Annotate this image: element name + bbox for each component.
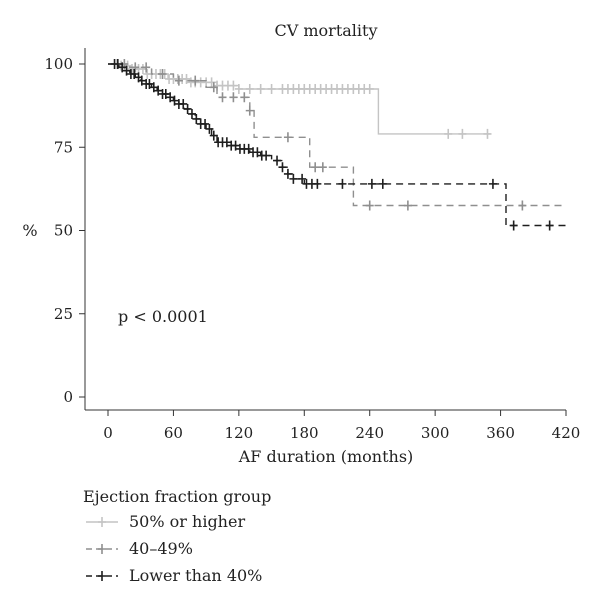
censor-mark bbox=[209, 130, 218, 141]
x-tick-label: 0 bbox=[103, 424, 113, 442]
y-tick-label: 0 bbox=[63, 388, 73, 406]
censor-mark bbox=[518, 200, 527, 211]
chart-title: CV mortality bbox=[274, 21, 377, 40]
censor-mark bbox=[488, 178, 497, 189]
censor-mark bbox=[145, 78, 154, 89]
censor-mark bbox=[118, 62, 127, 73]
censor-mark bbox=[201, 118, 210, 129]
censor-mark bbox=[130, 68, 139, 79]
series-line bbox=[108, 63, 566, 207]
legend: Ejection fraction group 50% or higher 40–… bbox=[83, 487, 271, 585]
censor-mark bbox=[244, 143, 253, 154]
censor-mark bbox=[209, 82, 218, 93]
censor-mark bbox=[131, 62, 140, 73]
censor-mark bbox=[313, 178, 322, 189]
censor-mark bbox=[545, 220, 554, 231]
censor-mark bbox=[444, 128, 453, 139]
y-tick-label: 25 bbox=[54, 305, 73, 323]
censor-mark bbox=[267, 83, 276, 94]
legend-item: Lower than 40% bbox=[86, 566, 262, 585]
censor-mark bbox=[142, 62, 151, 73]
censor-mark bbox=[113, 59, 122, 69]
censor-mark bbox=[509, 220, 518, 231]
censor-mark bbox=[137, 75, 146, 86]
censor-mark bbox=[229, 80, 238, 91]
legend-label: 50% or higher bbox=[129, 512, 245, 531]
censor-mark bbox=[311, 162, 320, 173]
censor-mark bbox=[245, 105, 254, 116]
censor-mark bbox=[149, 82, 158, 93]
censor-mark bbox=[205, 123, 214, 134]
censor-mark bbox=[338, 178, 347, 189]
axes bbox=[84, 48, 566, 411]
censor-mark bbox=[283, 168, 292, 179]
censor-mark bbox=[229, 92, 238, 103]
legend-item: 40–49% bbox=[86, 539, 193, 558]
y-ticks: 0 25 50 75 100 bbox=[44, 55, 85, 406]
x-axis-title: AF duration (months) bbox=[238, 447, 414, 466]
x-ticks: 0 60 120 180 240 300 360 420 bbox=[103, 410, 580, 442]
censor-mark bbox=[253, 147, 262, 158]
censor-mark bbox=[378, 178, 387, 189]
x-tick-label: 300 bbox=[421, 424, 450, 442]
legend-label: Lower than 40% bbox=[129, 566, 262, 585]
censor-mark bbox=[170, 95, 179, 106]
censor-mark bbox=[179, 98, 188, 109]
legend-item: 50% or higher bbox=[86, 512, 245, 531]
censor-mark bbox=[298, 173, 307, 184]
x-tick-label: 360 bbox=[486, 424, 515, 442]
y-tick-label: 100 bbox=[44, 55, 73, 73]
series-layer bbox=[108, 59, 566, 231]
series-40-49 bbox=[108, 59, 566, 211]
censor-mark bbox=[283, 132, 292, 143]
x-tick-label: 120 bbox=[225, 424, 254, 442]
censor-mark bbox=[367, 178, 376, 189]
legend-censor-icon bbox=[98, 571, 106, 581]
censor-mark bbox=[234, 83, 243, 94]
y-tick-label: 50 bbox=[54, 222, 73, 240]
legend-title: Ejection fraction group bbox=[83, 487, 271, 506]
censor-mark bbox=[245, 83, 254, 94]
legend-censor-icon bbox=[98, 544, 106, 554]
censor-mark bbox=[161, 88, 170, 99]
censor-mark bbox=[158, 68, 167, 79]
censor-mark bbox=[365, 200, 374, 211]
censor-mark bbox=[183, 103, 192, 114]
censor-mark bbox=[318, 162, 327, 173]
x-tick-label: 60 bbox=[164, 424, 183, 442]
censor-mark bbox=[218, 92, 227, 103]
censor-mark bbox=[483, 128, 492, 139]
censor-mark bbox=[222, 137, 231, 148]
legend-items: 50% or higher 40–49% Lower than 40% bbox=[86, 512, 262, 585]
censor-mark bbox=[273, 155, 282, 166]
censor-mark bbox=[365, 83, 374, 94]
censor-mark bbox=[154, 85, 163, 96]
y-axis-title: % bbox=[22, 221, 37, 240]
censor-mark bbox=[191, 75, 200, 86]
legend-label: 40–49% bbox=[129, 539, 193, 558]
censor-mark bbox=[166, 92, 175, 103]
censor-mark bbox=[403, 200, 412, 211]
censor-mark bbox=[262, 150, 271, 161]
censor-mark bbox=[187, 108, 196, 119]
censor-mark bbox=[174, 75, 183, 86]
y-tick-label: 75 bbox=[54, 138, 73, 156]
legend-censor-icon bbox=[98, 517, 106, 527]
censor-mark bbox=[458, 128, 467, 139]
censor-mark bbox=[182, 73, 191, 84]
x-tick-label: 240 bbox=[355, 424, 384, 442]
censor-mark bbox=[278, 162, 287, 173]
censor-mark bbox=[289, 173, 298, 184]
censor-mark bbox=[192, 113, 201, 124]
x-tick-label: 420 bbox=[552, 424, 581, 442]
censor-mark bbox=[122, 65, 131, 76]
censor-mark bbox=[256, 83, 265, 94]
p-value-annotation: p < 0.0001 bbox=[118, 307, 208, 326]
x-tick-label: 180 bbox=[290, 424, 319, 442]
censor-mark bbox=[240, 92, 249, 103]
censor-mark bbox=[231, 140, 240, 151]
series-lower-than-40 bbox=[108, 59, 566, 231]
